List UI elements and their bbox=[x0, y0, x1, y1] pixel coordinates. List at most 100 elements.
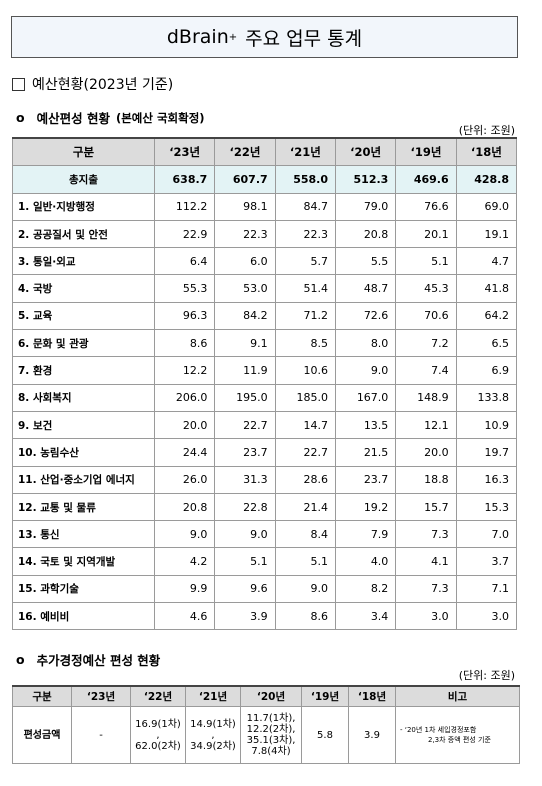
value-cell: 206.0 bbox=[153, 383, 216, 412]
cell-line: 62.0(2차) bbox=[135, 740, 181, 752]
row-label: 7. 환경 bbox=[12, 356, 155, 385]
row-label: 편성금액 bbox=[12, 706, 72, 764]
value-cell: 4.2 bbox=[153, 547, 216, 576]
column-header-year: ‘21년 bbox=[274, 137, 336, 167]
supplementary-table-header: 구분 ‘23년 ‘22년 ‘21년 ‘20년 ‘19년 ‘18년 비고 bbox=[12, 685, 520, 707]
cell-20: 11.7(1차), 12.2(2차), 35.1(3차), 7.8(4차) bbox=[240, 706, 302, 764]
table-row: 4. 국방 55.3 53.0 51.4 48.7 45.3 41.8 bbox=[12, 274, 518, 303]
value-cell: 9.0 bbox=[334, 356, 397, 385]
budget-table: 구분 ‘23년 ‘22년 ‘21년 ‘20년 ‘19년 ‘18년 총지출 638.7 607.7… bbox=[12, 137, 518, 631]
cell-line: 16.9(1차) bbox=[135, 718, 181, 730]
value-cell: 8.6 bbox=[153, 329, 216, 358]
column-header-year: ‘22년 bbox=[214, 137, 276, 167]
circle-bullet-icon: o bbox=[16, 652, 25, 667]
value-cell: 5.1 bbox=[274, 547, 336, 576]
value-cell: 3.0 bbox=[455, 602, 518, 631]
row-label: 12. 교통 및 물류 bbox=[12, 492, 155, 522]
value-cell: 51.4 bbox=[274, 274, 336, 303]
cell-21: 14.9(1차) , 34.9(2차) bbox=[185, 706, 241, 764]
table-row: 6. 문화 및 관광 8.6 9.1 8.5 8.0 7.2 6.5 bbox=[12, 329, 518, 358]
value-cell: 9.0 bbox=[274, 574, 336, 604]
budget-heading-note: (본예산 국회확정) bbox=[115, 110, 205, 125]
value-cell: 195.0 bbox=[214, 383, 276, 412]
row-label: 13. 통신 bbox=[12, 520, 155, 549]
cell-line: , bbox=[211, 729, 215, 741]
value-cell: 4.0 bbox=[334, 547, 397, 576]
value-cell: 71.2 bbox=[274, 301, 336, 331]
column-header-year: ‘18년 bbox=[455, 137, 518, 167]
table-row: 1. 일반·지방행정 112.2 98.1 84.7 79.0 76.6 69.0 bbox=[12, 192, 518, 221]
title-rest: 주요 업무 통계 bbox=[245, 27, 363, 50]
budget-table-header: 구분 ‘23년 ‘22년 ‘21년 ‘20년 ‘19년 ‘18년 bbox=[12, 137, 518, 167]
page-title: dBrain + 주요 업무 통계 bbox=[11, 16, 518, 58]
column-header-category: 구분 bbox=[12, 137, 155, 167]
cell-line: 14.9(1차) bbox=[190, 718, 236, 730]
value-cell: 428.8 bbox=[455, 165, 518, 194]
column-header-year: ‘20년 bbox=[240, 685, 302, 707]
value-cell: 79.0 bbox=[334, 192, 397, 221]
row-label: 1. 일반·지방행정 bbox=[12, 192, 155, 221]
value-cell: 6.5 bbox=[455, 329, 518, 358]
value-cell: 20.0 bbox=[395, 438, 457, 467]
value-cell: 19.7 bbox=[455, 438, 518, 467]
value-cell: 16.3 bbox=[455, 465, 518, 494]
table-row: 8. 사회복지 206.0 195.0 185.0 167.0 148.9 133.8 bbox=[12, 383, 518, 412]
column-header-year: ‘18년 bbox=[348, 685, 396, 707]
value-cell: 10.6 bbox=[274, 356, 336, 385]
value-cell: 5.7 bbox=[274, 247, 336, 276]
table-row: 16. 예비비 4.6 3.9 8.6 3.4 3.0 3.0 bbox=[12, 602, 518, 631]
value-cell: 21.4 bbox=[274, 492, 336, 522]
value-cell: 22.3 bbox=[214, 219, 276, 249]
value-cell: 12.1 bbox=[395, 410, 457, 440]
value-cell: 72.6 bbox=[334, 301, 397, 331]
value-cell: 7.2 bbox=[395, 329, 457, 358]
value-cell: 15.7 bbox=[395, 492, 457, 522]
budget-heading: o 예산편성 현황 (본예산 국회확정) bbox=[16, 108, 205, 127]
value-cell: 41.8 bbox=[455, 274, 518, 303]
value-cell: 9.9 bbox=[153, 574, 216, 604]
note-cell: - ‘20년 1차 세입경정포함 2,3차 증액 편성 기준 bbox=[395, 706, 520, 764]
value-cell: 64.2 bbox=[455, 301, 518, 331]
value-cell: 15.3 bbox=[455, 492, 518, 522]
column-header-category: 구분 bbox=[12, 685, 72, 707]
value-cell: 22.7 bbox=[274, 438, 336, 467]
value-cell: 8.0 bbox=[334, 329, 397, 358]
value-cell: 21.5 bbox=[334, 438, 397, 467]
title-brand: dBrain bbox=[166, 26, 229, 48]
table-row: 5. 교육 96.3 84.2 71.2 72.6 70.6 64.2 bbox=[12, 301, 518, 331]
cell-23: - bbox=[71, 706, 131, 764]
value-cell: 20.8 bbox=[153, 492, 216, 522]
row-label: 6. 문화 및 관광 bbox=[12, 329, 155, 358]
value-cell: 14.7 bbox=[274, 410, 336, 440]
value-cell: 7.0 bbox=[455, 520, 518, 549]
value-cell: 4.7 bbox=[455, 247, 518, 276]
budget-unit: (단위: 조원) bbox=[458, 124, 515, 137]
column-header-note: 비고 bbox=[395, 685, 520, 707]
value-cell: 12.2 bbox=[153, 356, 216, 385]
checkbox-icon bbox=[12, 77, 25, 91]
value-cell: 22.8 bbox=[214, 492, 276, 522]
value-cell: 31.3 bbox=[214, 465, 276, 494]
value-cell: 7.1 bbox=[455, 574, 518, 604]
value-cell: 8.2 bbox=[334, 574, 397, 604]
row-label: 4. 국방 bbox=[12, 274, 155, 303]
table-row: 11. 산업·중소기업 에너지 26.0 31.3 28.6 23.7 18.8 16.3 bbox=[12, 465, 518, 494]
cell-line: 12.2(2차), bbox=[246, 724, 296, 735]
cell-line: , bbox=[156, 729, 160, 741]
cell-line: 34.9(2차) bbox=[190, 740, 236, 752]
row-label: 10. 농림수산 bbox=[12, 438, 155, 467]
column-header-year: ‘19년 bbox=[395, 137, 457, 167]
table-row: 3. 통일·외교 6.4 6.0 5.7 5.5 5.1 4.7 bbox=[12, 247, 518, 276]
value-cell: 3.7 bbox=[455, 547, 518, 576]
value-cell: 98.1 bbox=[214, 192, 276, 221]
value-cell: 185.0 bbox=[274, 383, 336, 412]
value-cell: 22.7 bbox=[214, 410, 276, 440]
column-header-year: ‘23년 bbox=[153, 137, 216, 167]
value-cell: 7.3 bbox=[395, 520, 457, 549]
row-label: 15. 과학기술 bbox=[12, 574, 155, 604]
total-row: 총지출 638.7 607.7 558.0 512.3 469.6 428.8 bbox=[12, 165, 518, 194]
supplementary-unit: (단위: 조원) bbox=[458, 669, 515, 682]
row-label: 8. 사회복지 bbox=[12, 383, 155, 412]
circle-bullet-icon: o bbox=[16, 110, 25, 125]
value-cell: 112.2 bbox=[153, 192, 216, 221]
